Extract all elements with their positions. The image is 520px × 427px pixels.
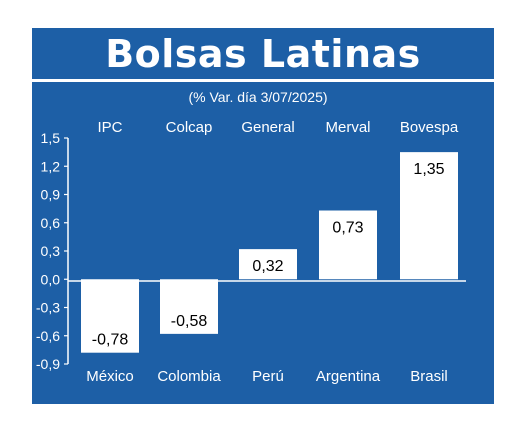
y-tick-label: 1,5 [41, 130, 61, 146]
bar-value-label: 1,35 [413, 161, 444, 178]
bar-value-label: -0,78 [92, 332, 129, 349]
chart-subtitle: (% Var. día 3/07/2025) [188, 89, 327, 105]
bar-value-label: -0,58 [171, 313, 208, 330]
index-name-label: Merval [325, 119, 370, 136]
bar [81, 279, 139, 353]
y-tick-label: 0,6 [41, 215, 61, 231]
bar-value-label: 0,73 [332, 220, 363, 237]
country-label: Colombia [157, 368, 221, 385]
index-name-label: Colcap [166, 119, 213, 136]
y-tick-label: -0,3 [36, 300, 60, 316]
y-tick-label: -0,6 [36, 328, 60, 344]
bar [319, 210, 377, 280]
y-tick-label: 1,2 [41, 158, 61, 174]
bar [160, 279, 218, 334]
title-bar: Bolsas Latinas [32, 28, 494, 82]
y-tick-label: -0,9 [36, 356, 60, 372]
country-label: Perú [252, 368, 284, 385]
country-label: Argentina [316, 368, 381, 385]
index-name-label: IPC [97, 119, 122, 136]
country-label: México [86, 368, 134, 385]
bar [239, 249, 297, 280]
y-tick-label: 0,0 [41, 271, 61, 287]
bar [400, 152, 458, 280]
country-label: Brasil [410, 368, 448, 385]
index-name-label: Bovespa [400, 119, 459, 136]
bar-value-label: 0,32 [252, 258, 283, 275]
index-name-label: General [241, 119, 294, 136]
y-tick-label: 0,9 [41, 187, 61, 203]
y-tick-label: 0,3 [41, 243, 61, 259]
chart-title: Bolsas Latinas [105, 32, 421, 76]
